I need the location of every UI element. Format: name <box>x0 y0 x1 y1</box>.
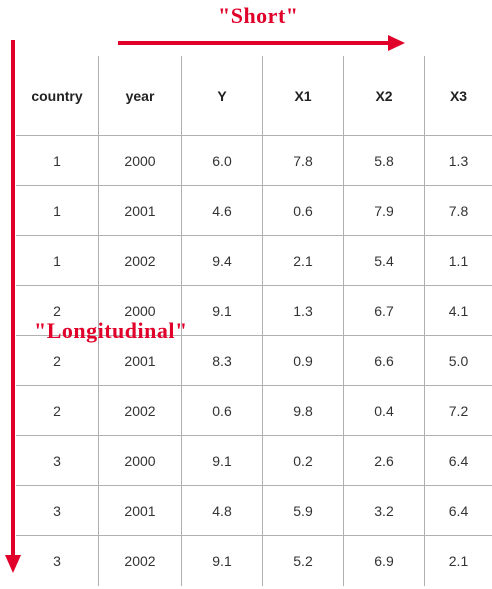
table-cell: 1 <box>16 236 99 286</box>
table-cell: 4.1 <box>425 286 492 336</box>
table-cell: 1 <box>16 186 99 236</box>
table-cell: 3 <box>16 436 99 486</box>
table-cell: 2002 <box>99 386 182 436</box>
table-cell: 2.6 <box>344 436 425 486</box>
table-cell: 0.2 <box>263 436 344 486</box>
table-cell: 2002 <box>99 236 182 286</box>
table-cell: 2.1 <box>263 236 344 286</box>
table-cell: 1.3 <box>425 136 492 186</box>
table-cell: 7.8 <box>425 186 492 236</box>
vertical-arrow <box>5 40 21 573</box>
table-cell: 1 <box>16 136 99 186</box>
table-cell: 2001 <box>99 186 182 236</box>
table-cell: 0.6 <box>263 186 344 236</box>
table-cell: 9.1 <box>182 286 263 336</box>
table-cell: 2000 <box>99 136 182 186</box>
table-cell: 5.0 <box>425 336 492 386</box>
table-cell: 9.4 <box>182 236 263 286</box>
table-cell: 2.1 <box>448 553 469 569</box>
longitudinal-label: "Longitudinal" <box>34 318 188 343</box>
table-cell: 0.6 <box>182 386 263 436</box>
column-header: year <box>99 56 182 136</box>
table-cell: 5.2 <box>263 536 344 586</box>
column-header: country <box>16 56 99 136</box>
table-cell: 6.7 <box>344 286 425 336</box>
table-cell: 7.2 <box>425 386 492 436</box>
column-header: Y <box>182 56 263 136</box>
short-label: "Short" <box>218 3 299 28</box>
table-cell: 2001 <box>99 486 182 536</box>
table-cell: 7.9 <box>344 186 425 236</box>
table-cell: 3 <box>16 486 99 536</box>
table-cell: 2 <box>16 336 99 386</box>
table-cell: 6.6 <box>344 336 425 386</box>
table-cell: 1.3 <box>263 286 344 336</box>
table-cell: 5.9 <box>263 486 344 536</box>
table-cell: 9.1 <box>182 436 263 486</box>
table-cell: 1.1 <box>425 236 492 286</box>
horizontal-arrow <box>118 35 405 51</box>
table-cell: 3.2 <box>344 486 425 536</box>
table-cell: 2000 <box>99 286 182 336</box>
column-header: X2 <box>344 56 425 136</box>
table-cell: 5.8 <box>344 136 425 186</box>
table-cell: 4.6 <box>182 186 263 236</box>
table-cell: 2001 <box>99 336 182 386</box>
table-cell: 6.9 <box>344 536 425 586</box>
table-cell: 8.3 <box>182 336 263 386</box>
table-cell: 2002 <box>99 536 182 586</box>
table-cell: 9.1 <box>182 536 263 586</box>
table-cell: 2 <box>16 386 99 436</box>
data-table: country year Y X1 X2 X3 1 2000 6.0 7.8 5… <box>16 56 492 586</box>
table-cell: 6.4 <box>425 436 492 486</box>
table-cell: 0.9 <box>263 336 344 386</box>
table-cell: 5.4 <box>344 236 425 286</box>
table-cell: 2 <box>16 286 99 336</box>
column-header: X1 <box>263 56 344 136</box>
table-cell: 2000 <box>99 436 182 486</box>
table-cell: 9.8 <box>263 386 344 436</box>
table-cell: 4.8 <box>182 486 263 536</box>
table-cell: 6.0 <box>182 136 263 186</box>
table-cell: 0.4 <box>344 386 425 436</box>
column-header: X3 <box>425 56 492 136</box>
table-cell: 6.4 <box>425 486 492 536</box>
table-cell: 3 <box>16 536 99 586</box>
table-cell: 7.8 <box>263 136 344 186</box>
